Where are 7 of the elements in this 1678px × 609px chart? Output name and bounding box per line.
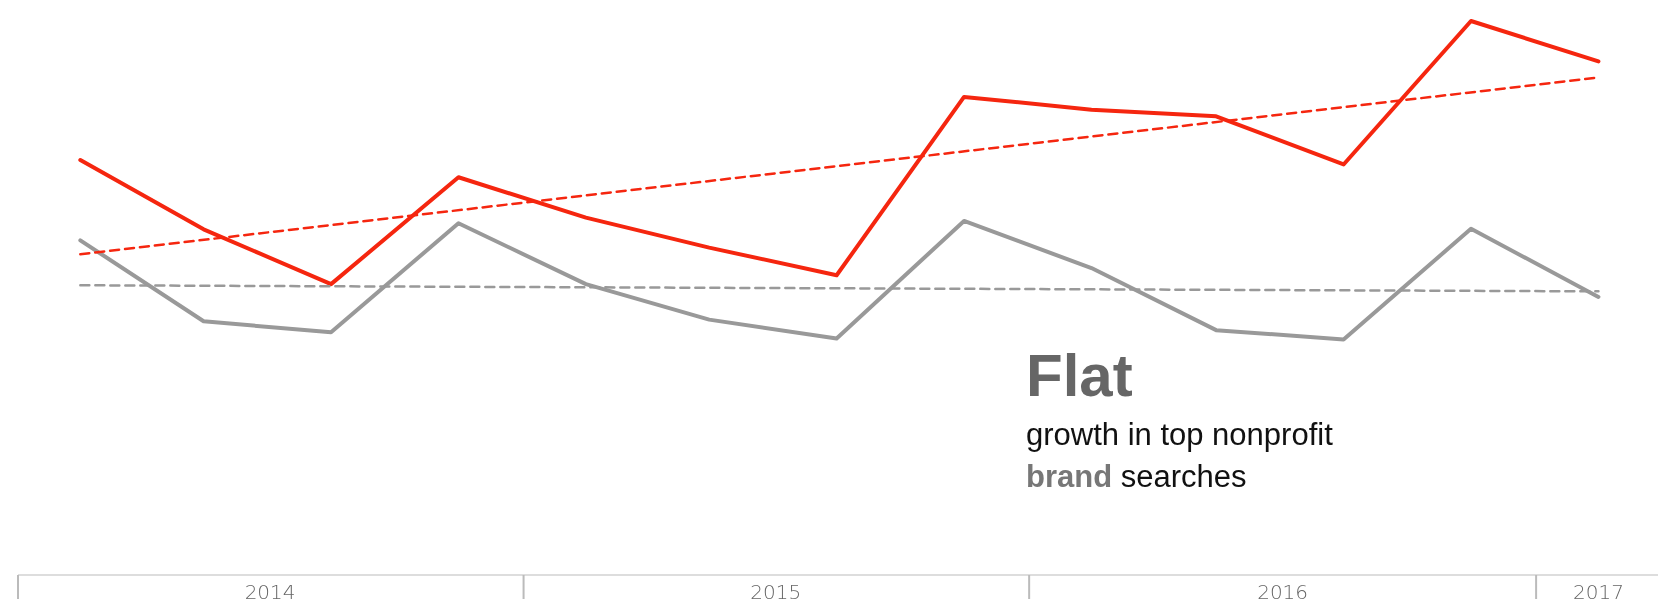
annotation: growth in top nonprofit <box>1026 417 1334 452</box>
x-tick-label: 2014 <box>244 580 296 604</box>
annotation: brand searches <box>1026 459 1247 494</box>
x-tick-label: 2016 <box>1257 580 1309 604</box>
annotation: Flat <box>1026 342 1133 409</box>
x-tick-label: 2015 <box>750 580 802 604</box>
x-tick-label: 2017 <box>1572 580 1624 604</box>
